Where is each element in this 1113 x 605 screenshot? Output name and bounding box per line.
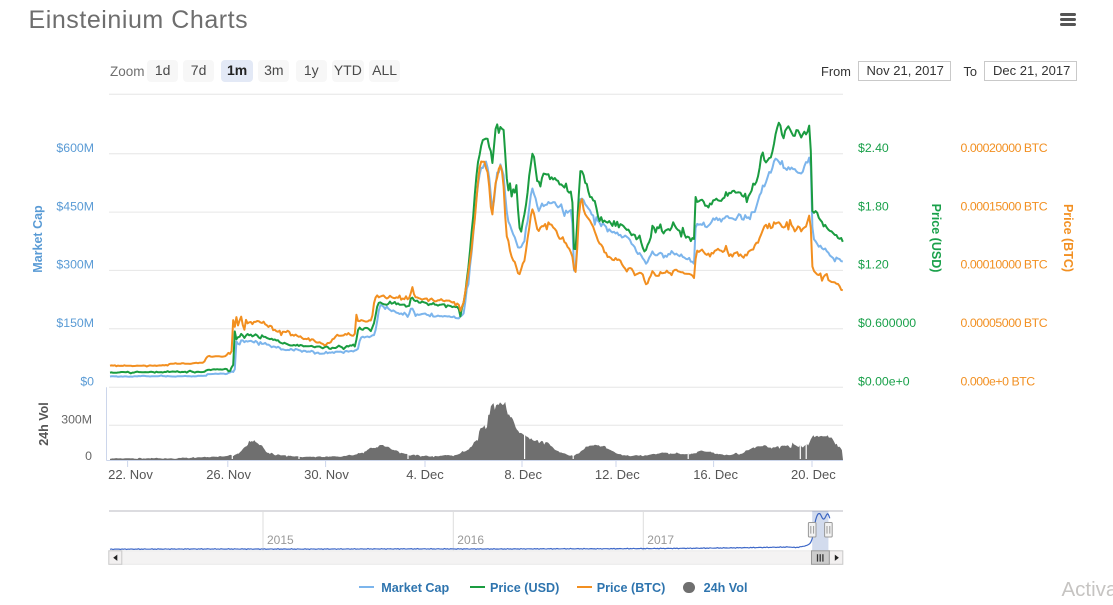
- svg-text:0.00010000 BTC: 0.00010000 BTC: [961, 258, 1048, 272]
- svg-text:0.00015000 BTC: 0.00015000 BTC: [961, 199, 1048, 213]
- svg-text:12. Dec: 12. Dec: [595, 467, 640, 482]
- svg-text:30. Nov: 30. Nov: [304, 467, 349, 482]
- svg-text:$450M: $450M: [56, 199, 94, 213]
- svg-text:$0: $0: [80, 375, 94, 389]
- svg-text:0: 0: [85, 449, 92, 463]
- svg-text:$1.20: $1.20: [858, 258, 889, 272]
- svg-text:0.00020000 BTC: 0.00020000 BTC: [961, 141, 1048, 155]
- svg-text:4. Dec: 4. Dec: [406, 467, 444, 482]
- svg-text:$1.80: $1.80: [858, 199, 889, 213]
- svg-text:22. Nov: 22. Nov: [108, 467, 153, 482]
- svg-text:$2.40: $2.40: [858, 141, 889, 155]
- svg-text:26. Nov: 26. Nov: [206, 467, 251, 482]
- svg-text:0.000e+0 BTC: 0.000e+0 BTC: [961, 375, 1036, 389]
- svg-text:Price (BTC): Price (BTC): [1061, 204, 1075, 272]
- svg-text:Price (USD): Price (USD): [929, 204, 943, 273]
- svg-text:24h Vol: 24h Vol: [37, 402, 51, 446]
- svg-text:$300M: $300M: [56, 258, 94, 272]
- svg-text:Market Cap: Market Cap: [31, 205, 45, 273]
- svg-text:2016: 2016: [457, 533, 484, 547]
- svg-text:$0.00e+0: $0.00e+0: [858, 375, 910, 389]
- svg-text:$150M: $150M: [56, 316, 94, 330]
- svg-text:300M: 300M: [61, 413, 92, 427]
- svg-text:8. Dec: 8. Dec: [504, 467, 542, 482]
- svg-text:20. Dec: 20. Dec: [791, 467, 836, 482]
- svg-text:2015: 2015: [267, 533, 294, 547]
- svg-text:0.00005000 BTC: 0.00005000 BTC: [961, 316, 1048, 330]
- svg-text:2017: 2017: [647, 533, 674, 547]
- svg-text:16. Dec: 16. Dec: [693, 467, 738, 482]
- svg-text:$0.600000: $0.600000: [858, 316, 916, 330]
- svg-text:$600M: $600M: [56, 141, 94, 155]
